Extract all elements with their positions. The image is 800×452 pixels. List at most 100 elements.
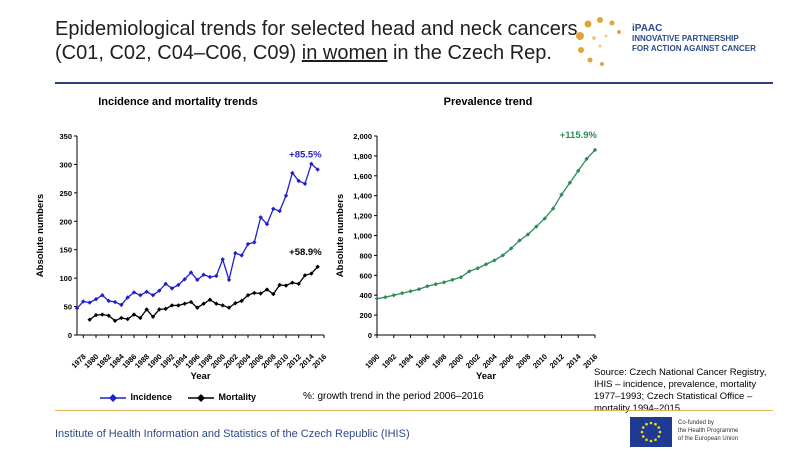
data-point-mortality	[157, 307, 162, 312]
data-point-prevalence	[441, 280, 447, 285]
title-line-2-suffix: in the Czech Rep.	[387, 42, 552, 64]
logo-line-2: FOR ACTION AGAINST CANCER	[632, 44, 756, 53]
data-point-mortality	[119, 315, 124, 321]
data-point-incidence	[169, 286, 175, 291]
data-point-incidence	[144, 289, 149, 294]
y-tick-label: 1,000	[353, 232, 372, 241]
series-line-incidence	[76, 162, 319, 309]
legend-mortality: Mortality	[188, 392, 256, 402]
x-axis-title: Year	[190, 371, 210, 382]
legend-incidence-marker	[100, 393, 126, 402]
data-point-incidence	[119, 302, 124, 308]
data-point-mortality	[144, 307, 149, 312]
data-point-mortality	[100, 312, 105, 317]
y-tick-label: 1,400	[353, 192, 372, 201]
eu-text-line-1: Co-funded by	[678, 420, 715, 426]
x-tick-label: 2008	[514, 352, 532, 370]
data-point-mortality	[296, 281, 301, 287]
y-tick-label: 250	[59, 189, 72, 198]
data-point-mortality	[169, 303, 175, 308]
data-point-mortality	[106, 313, 111, 318]
x-tick-label: 2014	[564, 351, 583, 370]
data-point-mortality	[226, 305, 232, 310]
data-point-mortality	[283, 283, 289, 288]
x-tick-label: 1992	[380, 352, 398, 370]
data-point-prevalence	[450, 277, 455, 282]
data-point-prevalence	[592, 147, 598, 153]
chart-title: Incidence and mortality trends	[98, 96, 258, 108]
data-point-incidence	[163, 281, 168, 287]
data-point-incidence	[100, 293, 105, 298]
y-tick-label: 200	[359, 311, 372, 320]
x-tick-label: 1994	[397, 351, 416, 370]
data-point-incidence	[201, 272, 206, 277]
legend-mortality-marker	[188, 393, 214, 402]
data-point-mortality	[207, 297, 213, 302]
data-point-incidence	[252, 240, 257, 245]
data-point-prevalence	[517, 238, 522, 243]
data-point-incidence	[309, 161, 314, 167]
legend-incidence: Incidence	[100, 392, 172, 402]
data-point-prevalence	[508, 246, 514, 251]
y-axis-title: Absolute numbers	[35, 194, 46, 277]
data-point-mortality	[112, 318, 118, 323]
data-point-incidence	[245, 241, 251, 247]
footer-institute: Institute of Health Information and Stat…	[55, 428, 410, 440]
data-point-prevalence	[584, 156, 589, 162]
data-point-incidence	[138, 293, 143, 298]
data-point-prevalence	[374, 296, 380, 301]
y-tick-label: 350	[59, 132, 72, 141]
x-tick-label: 2004	[481, 351, 500, 370]
data-point-incidence	[74, 306, 80, 311]
data-point-mortality	[125, 316, 130, 322]
chart-title: Prevalence trend	[444, 96, 533, 108]
prevalence-chart: Prevalence trend 0 200 400 600 800 1,000 1,200 1…	[335, 96, 599, 382]
data-point-mortality	[309, 271, 314, 276]
x-tick-label: 1996	[414, 352, 432, 370]
data-point-mortality	[138, 315, 143, 321]
growth-note: %: growth trend in the period 2006–2016	[303, 391, 484, 402]
x-tick-label: 2000	[447, 352, 465, 370]
data-point-mortality	[150, 314, 156, 320]
data-point-incidence	[315, 167, 320, 172]
legend-mortality-label: Mortality	[218, 392, 257, 402]
data-point-prevalence	[467, 269, 472, 274]
header-divider	[55, 82, 773, 84]
footer-divider	[55, 410, 773, 411]
x-tick-label: 2006	[497, 352, 515, 370]
data-point-incidence	[239, 253, 244, 258]
growth-annotation-prevalence: +115.9%	[560, 130, 598, 141]
eu-text: Co-funded by the Health Programme of the…	[678, 419, 738, 443]
data-point-mortality	[87, 317, 92, 322]
data-point-mortality	[195, 305, 200, 310]
eu-flag-icon	[630, 417, 672, 447]
y-tick-label: 1,200	[353, 212, 372, 221]
data-point-mortality	[220, 303, 225, 308]
data-point-incidence	[176, 282, 181, 288]
title-line-1: Epidemiological trends for selected head…	[55, 18, 578, 40]
x-tick-label: 2010	[531, 352, 549, 370]
data-point-prevalence	[559, 192, 564, 197]
incidence-mortality-chart: Incidence and mortality trends 0 50 100 150 2…	[35, 96, 328, 382]
data-point-incidence	[290, 170, 295, 176]
data-point-mortality	[93, 312, 99, 318]
data-point-incidence	[93, 296, 99, 302]
y-axis-title: Absolute numbers	[335, 194, 346, 277]
data-point-prevalence	[483, 262, 489, 267]
y-tick-label: 1,600	[353, 172, 372, 181]
eu-text-line-3: of the European Union	[678, 436, 739, 442]
data-point-mortality	[201, 301, 206, 306]
data-point-mortality	[252, 290, 257, 296]
data-point-incidence	[258, 215, 263, 220]
data-point-mortality	[302, 273, 308, 278]
data-point-incidence	[207, 274, 213, 280]
data-point-incidence	[188, 270, 194, 275]
y-tick-label: 2,000	[353, 132, 372, 141]
data-point-incidence	[125, 295, 130, 300]
y-tick-label: 1,800	[353, 152, 372, 161]
x-tick-label: 2012	[548, 352, 566, 370]
logo-line-1: INNOVATIVE PARTNERSHIP	[632, 34, 739, 43]
logo-name: iPAAC	[632, 23, 663, 34]
data-point-mortality	[163, 306, 168, 312]
data-point-incidence	[112, 299, 118, 305]
